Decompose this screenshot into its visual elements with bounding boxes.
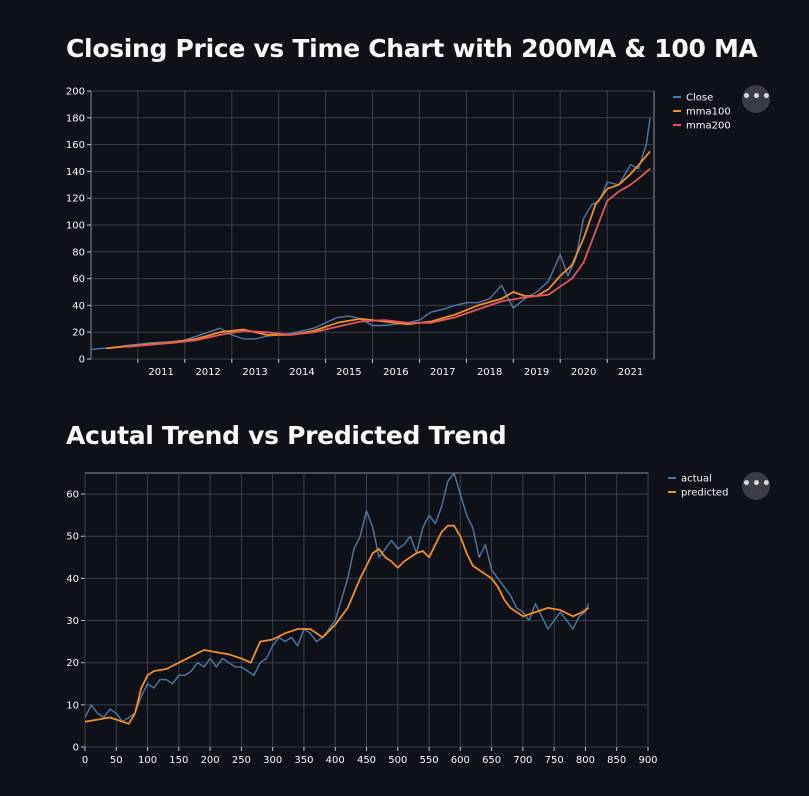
x-tick-label: 2012 xyxy=(195,367,220,378)
series-line-mma200 xyxy=(126,168,651,348)
y-tick-label: 50 xyxy=(66,532,79,543)
y-tick-label: 80 xyxy=(72,247,85,258)
series-line-mma100 xyxy=(106,150,651,350)
x-tick-label: 250 xyxy=(232,755,251,766)
x-tick-label: 800 xyxy=(576,755,595,766)
y-tick-label: 40 xyxy=(66,574,79,585)
x-tick-label: 300 xyxy=(263,755,282,766)
more-options-icon[interactable]: ••• xyxy=(742,85,771,113)
x-tick-label: 900 xyxy=(638,755,657,766)
x-tick-label: 2016 xyxy=(383,367,408,378)
y-tick-label: 0 xyxy=(73,743,79,754)
x-tick-label: 0 xyxy=(82,755,88,766)
x-tick-label: 850 xyxy=(607,755,626,766)
x-tick-label: 750 xyxy=(545,755,564,766)
y-tick-label: 0 xyxy=(79,355,85,366)
legend-label: predicted xyxy=(681,488,728,499)
x-tick-label: 400 xyxy=(326,755,345,766)
x-tick-label: 2020 xyxy=(571,367,596,378)
x-tick-label: 2017 xyxy=(430,367,455,378)
x-tick-label: 2013 xyxy=(242,367,267,378)
x-tick-label: 150 xyxy=(169,755,188,766)
series-line-predicted xyxy=(85,524,590,725)
y-tick-label: 20 xyxy=(66,658,79,669)
x-tick-label: 600 xyxy=(451,755,470,766)
y-tick-label: 160 xyxy=(66,140,85,151)
y-tick-label: 60 xyxy=(66,490,79,501)
x-tick-label: 2018 xyxy=(477,367,502,378)
legend-label: actual xyxy=(681,474,712,485)
x-tick-label: 2015 xyxy=(336,367,361,378)
y-tick-label: 120 xyxy=(66,194,85,205)
y-tick-label: 180 xyxy=(66,113,85,124)
x-tick-label: 2019 xyxy=(524,367,549,378)
x-tick-label: 350 xyxy=(294,755,313,766)
series-line-actual xyxy=(85,473,590,723)
chart-title-actual-vs-predicted: Acutal Trend vs Predicted Trend xyxy=(66,421,507,450)
y-tick-label: 140 xyxy=(66,167,85,178)
x-tick-label: 550 xyxy=(420,755,439,766)
x-tick-label: 650 xyxy=(482,755,501,766)
y-tick-label: 20 xyxy=(72,328,85,339)
x-tick-label: 2011 xyxy=(148,367,173,378)
x-tick-label: 100 xyxy=(138,755,157,766)
legend-label: mma200 xyxy=(686,121,731,132)
y-tick-label: 200 xyxy=(66,87,85,98)
x-tick-label: 500 xyxy=(388,755,407,766)
closing-price-chart: 0 20 40 60 80 100 120 140 160 180 200 2011 2012 2013 2… xyxy=(66,87,731,379)
chart-title-closing-price: Closing Price vs Time Chart with 200MA &… xyxy=(66,34,758,63)
y-tick-label: 30 xyxy=(66,616,79,627)
y-tick-label: 60 xyxy=(72,274,85,285)
x-tick-label: 2021 xyxy=(618,367,643,378)
series-line-close xyxy=(91,117,651,351)
x-tick-label: 200 xyxy=(201,755,220,766)
y-tick-label: 40 xyxy=(72,301,85,312)
y-tick-label: 10 xyxy=(66,700,79,711)
x-tick-label: 2014 xyxy=(289,367,314,378)
x-tick-label: 50 xyxy=(110,755,123,766)
legend-label: Close xyxy=(686,93,713,104)
y-tick-label: 100 xyxy=(66,221,85,232)
x-tick-label: 700 xyxy=(513,755,532,766)
legend-label: mma100 xyxy=(686,107,731,118)
x-tick-label: 450 xyxy=(357,755,376,766)
more-options-icon[interactable]: ••• xyxy=(742,472,771,500)
